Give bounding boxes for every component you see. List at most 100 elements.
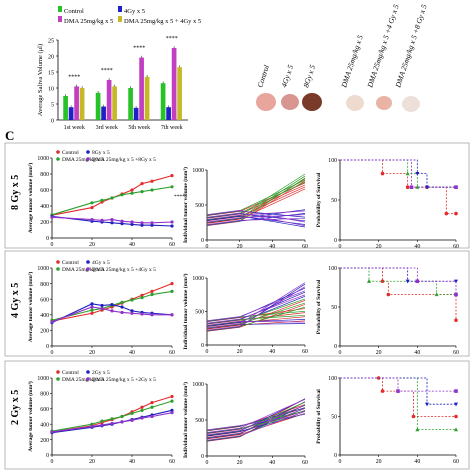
avg-tumor-volume-panel-2: 0 200 400 600 800 1000 0 20 40 60 Average tumor vo… xyxy=(27,260,175,356)
x-tick-label: 40 xyxy=(414,244,420,250)
data-point xyxy=(140,221,144,225)
survival-panel-3: 0 50 100 0 20 40 60 Probability of Survival xyxy=(316,376,459,465)
y-tick-label: 50 xyxy=(331,305,337,311)
data-point xyxy=(100,198,104,202)
individual-trace xyxy=(206,290,306,322)
legend-marker xyxy=(56,260,60,264)
legend-marker xyxy=(56,150,60,154)
bar xyxy=(106,80,112,120)
legend-label: DMA 25mg/kg x 5 xyxy=(62,377,104,383)
data-point xyxy=(110,421,114,426)
x-tick-label: 3rd week xyxy=(96,125,118,131)
data-point xyxy=(50,215,54,219)
data-point xyxy=(100,419,104,423)
survival-marker xyxy=(405,171,410,176)
y-tick-label: 25 xyxy=(48,39,54,45)
tumor-photos xyxy=(256,93,420,112)
x-tick-label: 20 xyxy=(376,350,382,356)
photo-label: Control xyxy=(255,64,271,89)
legend-marker xyxy=(86,157,90,161)
data-point xyxy=(130,311,134,315)
survival-marker xyxy=(415,172,420,176)
data-point xyxy=(140,312,144,316)
x-tick-label: 60 xyxy=(453,459,459,465)
data-point xyxy=(90,201,94,205)
tumor-photo-4gy xyxy=(281,94,299,110)
x-tick-label: 0 xyxy=(339,350,342,356)
legend-marker xyxy=(86,370,90,374)
y-axis-label: Individual tumor volume (mm³) xyxy=(182,382,189,458)
data-point xyxy=(120,310,124,315)
x-tick-label: 60 xyxy=(302,244,308,250)
data-point xyxy=(90,311,94,315)
legend-label: DMA 25mg/kg x 5 xyxy=(62,267,104,273)
saliva-bar-chart: 0 5 10 15 20 25 Average Saliva Volume (μl) 1st … xyxy=(37,6,201,131)
data-point xyxy=(150,221,154,225)
y-axis-label: Individual tumor volume (mm³) xyxy=(182,273,189,349)
x-tick-label: 20 xyxy=(89,242,95,248)
data-point xyxy=(150,405,154,409)
y-tick-label: 200 xyxy=(40,220,49,226)
data-point xyxy=(90,305,94,309)
data-point xyxy=(150,188,154,192)
data-point xyxy=(90,206,94,210)
individual-trace xyxy=(206,217,306,225)
significance-stars: **** xyxy=(174,194,185,200)
x-tick-label: 40 xyxy=(269,244,275,250)
series-line xyxy=(51,186,173,216)
legend-label: Control xyxy=(64,8,84,15)
bar xyxy=(171,48,177,120)
y-tick-label: 50 xyxy=(331,198,337,204)
y-tick-label: 15 xyxy=(48,71,54,77)
tumor-photo-8gy xyxy=(302,93,322,111)
survival-step xyxy=(340,159,456,188)
y-tick-label: 800 xyxy=(40,392,49,398)
y-tick-label: 20 xyxy=(48,55,54,61)
data-point xyxy=(120,420,124,424)
legend-swatch xyxy=(58,6,62,12)
data-point xyxy=(140,405,144,409)
legend-label: 4Gy x 5 xyxy=(92,260,110,266)
individual-trace xyxy=(206,408,306,438)
x-tick-label: 7th week xyxy=(161,125,183,131)
x-tick-label: 40 xyxy=(414,350,420,356)
individual-trace xyxy=(206,401,306,442)
survival-step xyxy=(340,377,456,430)
row-box-1 xyxy=(4,142,470,249)
data-point xyxy=(110,221,114,225)
x-tick-label: 0 xyxy=(206,349,209,355)
x-tick-label: 60 xyxy=(169,242,175,248)
legend-marker xyxy=(86,377,90,381)
y-tick-label: 500 xyxy=(195,203,204,209)
legend-marker xyxy=(56,377,60,381)
individual-trace xyxy=(206,405,306,436)
bar xyxy=(74,86,79,120)
survival-marker xyxy=(405,185,410,189)
y-tick-label: 600 xyxy=(40,407,49,413)
x-tick-label: 0 xyxy=(206,244,209,250)
individual-trace xyxy=(206,401,306,436)
data-point xyxy=(170,224,174,228)
legend-marker xyxy=(56,370,60,374)
x-tick-label: 0 xyxy=(51,459,54,465)
survival-marker xyxy=(415,427,420,432)
data-point xyxy=(90,424,94,429)
legend-label: DMA 25mg/kg x 5 +8Gy x 5 xyxy=(92,157,156,163)
individual-tumor-volume-panel-1: 0 500 1000 0 20 40 60 Individual tumor volume (… xyxy=(182,167,308,250)
y-axis-label: Average tumor volume (mm³) xyxy=(27,163,34,234)
x-tick-label: 0 xyxy=(206,460,209,466)
survival-step xyxy=(340,159,456,215)
legend-marker xyxy=(56,157,60,161)
individual-tumor-volume-panel-2: 0 500 1000 0 20 40 60 Individual tumor volume (… xyxy=(182,273,308,355)
y-tick-label: 800 xyxy=(40,172,49,178)
bar xyxy=(79,88,85,120)
data-point xyxy=(150,313,154,317)
bar xyxy=(177,67,182,120)
data-point xyxy=(120,300,124,304)
x-tick-label: 60 xyxy=(169,459,175,465)
data-point xyxy=(130,298,134,302)
avg-tumor-volume-panel-3: 0 200 400 600 800 1000 0 20 40 60 Average tumor vo… xyxy=(27,370,175,465)
legend-marker xyxy=(86,267,90,271)
individual-trace xyxy=(206,210,306,220)
x-tick-label: 40 xyxy=(269,460,275,466)
